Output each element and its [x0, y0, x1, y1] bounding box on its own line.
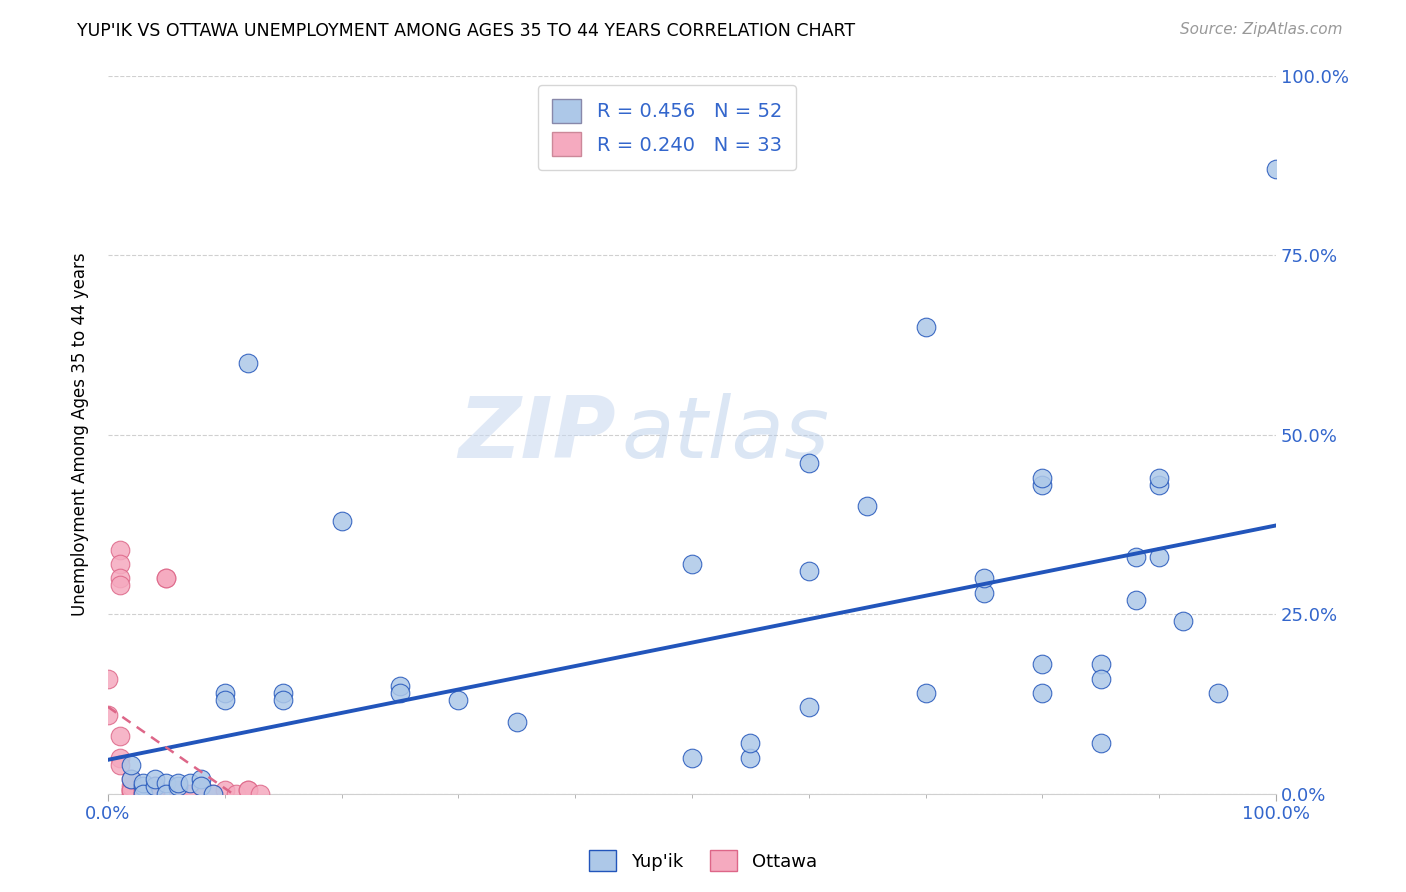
Point — [271, 686, 294, 700]
Text: YUP'IK VS OTTAWA UNEMPLOYMENT AMONG AGES 35 TO 44 YEARS CORRELATION CHART: YUP'IK VS OTTAWA UNEMPLOYMENT AMONG AGES… — [77, 22, 855, 40]
Point — [132, 787, 155, 801]
Point — [155, 776, 177, 790]
Point — [132, 776, 155, 790]
Point — [1031, 686, 1053, 700]
Point — [1147, 549, 1170, 564]
Point — [132, 787, 155, 801]
Point — [1090, 736, 1112, 750]
Point — [388, 679, 411, 693]
Point — [108, 578, 131, 592]
Point — [1090, 657, 1112, 672]
Point — [179, 776, 201, 790]
Point — [108, 729, 131, 743]
Point — [681, 557, 703, 571]
Point — [108, 758, 131, 772]
Point — [143, 783, 166, 797]
Point — [143, 772, 166, 787]
Point — [132, 780, 155, 794]
Point — [155, 787, 177, 801]
Point — [120, 783, 142, 797]
Text: atlas: atlas — [621, 393, 830, 476]
Point — [271, 693, 294, 707]
Point — [108, 571, 131, 585]
Point — [97, 672, 120, 686]
Point — [1031, 657, 1053, 672]
Point — [120, 772, 142, 787]
Point — [1147, 471, 1170, 485]
Point — [1125, 549, 1147, 564]
Point — [740, 736, 762, 750]
Point — [167, 780, 190, 794]
Point — [108, 557, 131, 571]
Point — [167, 783, 190, 797]
Point — [797, 564, 820, 578]
Point — [681, 751, 703, 765]
Point — [143, 780, 166, 794]
Point — [1090, 672, 1112, 686]
Point — [236, 356, 259, 370]
Point — [108, 542, 131, 557]
Point — [120, 787, 142, 801]
Point — [179, 787, 201, 801]
Legend: R = 0.456   N = 52, R = 0.240   N = 33: R = 0.456 N = 52, R = 0.240 N = 33 — [538, 86, 796, 169]
Point — [856, 500, 879, 514]
Point — [1031, 471, 1053, 485]
Point — [225, 787, 247, 801]
Y-axis label: Unemployment Among Ages 35 to 44 years: Unemployment Among Ages 35 to 44 years — [72, 252, 89, 616]
Point — [973, 571, 995, 585]
Point — [914, 686, 936, 700]
Point — [1031, 478, 1053, 492]
Point — [1206, 686, 1229, 700]
Point — [330, 514, 353, 528]
Point — [1171, 615, 1194, 629]
Point — [1265, 161, 1288, 176]
Point — [190, 780, 212, 794]
Point — [132, 787, 155, 801]
Point — [190, 772, 212, 787]
Point — [132, 783, 155, 797]
Point — [143, 780, 166, 794]
Point — [249, 787, 271, 801]
Point — [132, 783, 155, 797]
Point — [1147, 478, 1170, 492]
Point — [740, 751, 762, 765]
Point — [120, 780, 142, 794]
Point — [120, 772, 142, 787]
Point — [506, 714, 529, 729]
Point — [214, 686, 236, 700]
Point — [143, 787, 166, 801]
Point — [388, 686, 411, 700]
Point — [202, 787, 225, 801]
Point — [202, 787, 225, 801]
Point — [447, 693, 470, 707]
Point — [155, 571, 177, 585]
Point — [214, 783, 236, 797]
Point — [214, 693, 236, 707]
Point — [167, 776, 190, 790]
Point — [120, 783, 142, 797]
Point — [914, 319, 936, 334]
Point — [120, 758, 142, 772]
Point — [97, 707, 120, 722]
Point — [1125, 592, 1147, 607]
Point — [120, 783, 142, 797]
Legend: Yup'ik, Ottawa: Yup'ik, Ottawa — [582, 843, 824, 879]
Point — [155, 571, 177, 585]
Point — [190, 780, 212, 794]
Text: ZIP: ZIP — [458, 393, 616, 476]
Point — [797, 456, 820, 470]
Point — [236, 783, 259, 797]
Point — [973, 585, 995, 599]
Point — [797, 700, 820, 714]
Text: Source: ZipAtlas.com: Source: ZipAtlas.com — [1180, 22, 1343, 37]
Point — [236, 783, 259, 797]
Point — [108, 751, 131, 765]
